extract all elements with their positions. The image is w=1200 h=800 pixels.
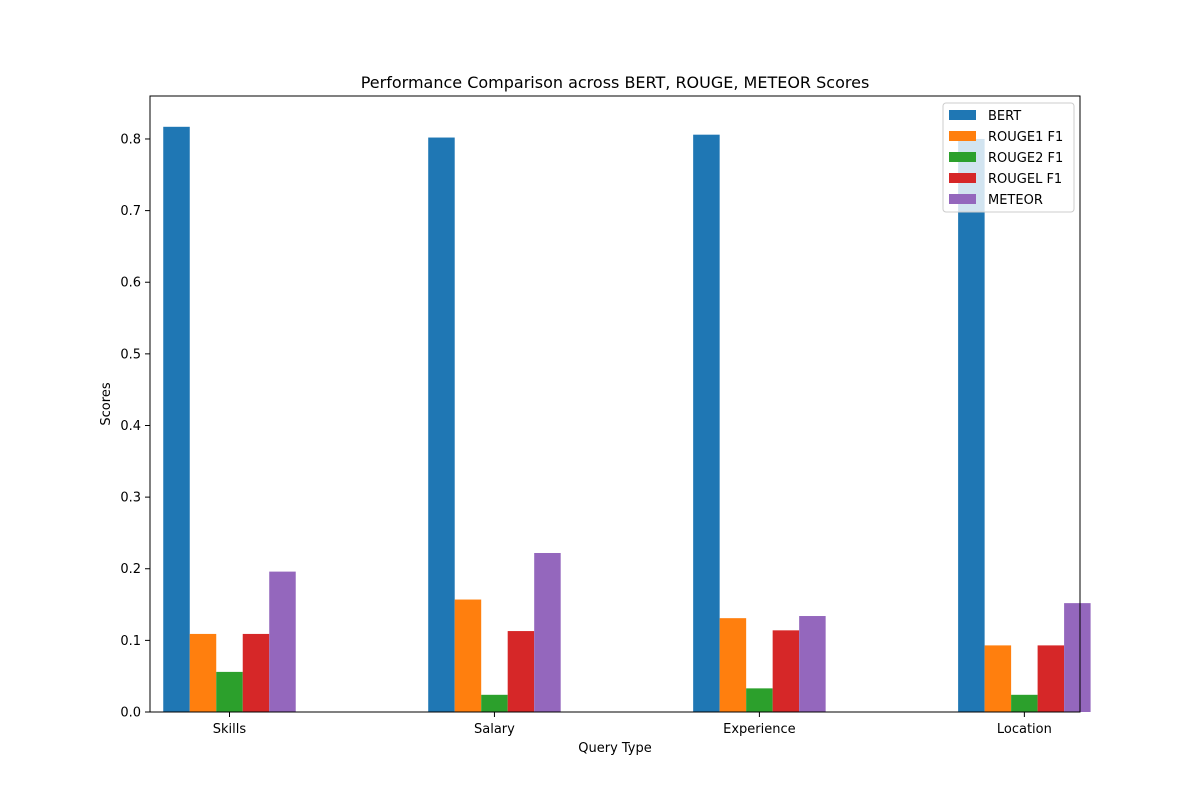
bar-bert-skills [163, 126, 190, 713]
y-tick-label: 0.8 [120, 132, 141, 147]
y-tick-label: 0.1 [120, 634, 141, 649]
y-axis-label: Scores [99, 382, 114, 425]
bar-rouge1-f1-skills [189, 633, 217, 712]
y-tick-label: 0.0 [120, 706, 141, 721]
bar-rougel-f1-experience [772, 630, 800, 712]
bar-rouge2-f1-skills [216, 671, 243, 712]
x-tick-label-experience: Experience [723, 722, 796, 737]
bar-meteor-skills [269, 571, 296, 712]
bars-group [163, 126, 1091, 713]
y-tick-label: 0.4 [120, 419, 141, 434]
bar-rouge1-f1-salary [454, 599, 482, 712]
x-tick-label-salary: Salary [474, 722, 515, 737]
bar-meteor-location [1064, 603, 1091, 712]
bar-rougel-f1-skills [242, 633, 270, 712]
legend-swatch-rouge2-f1 [949, 152, 976, 162]
y-tick-label: 0.2 [120, 562, 141, 577]
bar-rouge2-f1-experience [746, 688, 773, 712]
bar-meteor-salary [534, 552, 561, 712]
legend: BERT ROUGE1 F1 ROUGE2 F1 ROUGEL F1 METEOR [942, 102, 1075, 213]
bar-rougel-f1-salary [507, 631, 535, 712]
legend-swatch-rouge1-f1 [949, 131, 976, 141]
x-axis-ticks: Skills Salary Experience Location [213, 712, 1052, 737]
legend-label-bert: BERT [988, 109, 1021, 124]
y-tick-label: 0.5 [120, 347, 141, 362]
plot-frame [149, 95, 1081, 713]
x-tick-label-skills: Skills [213, 722, 247, 737]
legend-label-rougel-f1: ROUGEL F1 [988, 172, 1062, 187]
y-tick-label: 0.3 [120, 491, 141, 506]
legend-frame [942, 102, 1075, 213]
y-axis-ticks: 0.0 0.1 0.2 0.3 0.4 0.5 0.6 0.7 0.8 [120, 132, 150, 721]
bar-bert-experience [693, 134, 720, 712]
legend-label-rouge2-f1: ROUGE2 F1 [988, 151, 1063, 166]
chart-title: Performance Comparison across BERT, ROUG… [361, 73, 870, 92]
bar-bert-location [958, 138, 985, 713]
legend-swatch-rougel-f1 [949, 173, 976, 183]
bar-rouge2-f1-salary [481, 694, 508, 712]
bar-rougel-f1-location [1037, 645, 1065, 712]
legend-label-meteor: METEOR [988, 193, 1043, 208]
bar-rouge1-f1-location [984, 645, 1012, 712]
x-tick-label-location: Location [997, 722, 1052, 737]
bar-rouge1-f1-experience [719, 618, 747, 712]
y-tick-label: 0.7 [120, 204, 141, 219]
x-axis-label: Query Type [578, 741, 652, 756]
y-tick-label: 0.6 [120, 276, 141, 291]
legend-label-rouge1-f1: ROUGE1 F1 [988, 130, 1063, 145]
legend-swatch-bert [949, 110, 976, 120]
bar-bert-salary [428, 137, 455, 713]
bar-meteor-experience [799, 616, 826, 712]
bar-rouge2-f1-location [1011, 694, 1038, 712]
legend-swatch-meteor [949, 194, 976, 204]
